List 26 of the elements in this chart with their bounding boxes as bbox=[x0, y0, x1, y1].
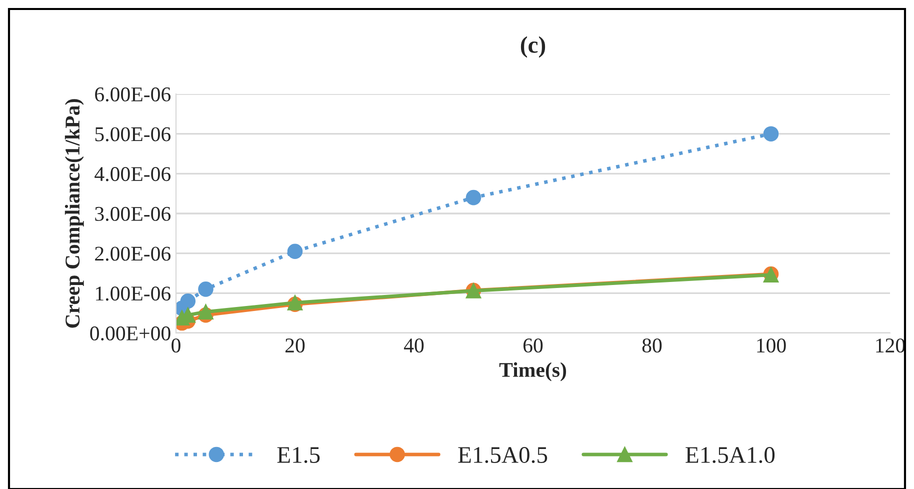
x-tick-label: 80 bbox=[642, 338, 662, 353]
y-tick-label: 4.00E-06 bbox=[94, 167, 171, 182]
x-tick-label: 20 bbox=[286, 338, 305, 353]
chart-title: (c) bbox=[520, 36, 546, 58]
point bbox=[180, 293, 196, 309]
legend-label: E1.5A1.0 bbox=[686, 447, 775, 464]
x-tick-label: 120 bbox=[876, 338, 905, 353]
x-axis-title: Time(s) bbox=[499, 362, 566, 382]
y-tick-label: 1.00E-06 bbox=[96, 286, 171, 301]
legend-label: E1.5 bbox=[277, 447, 320, 464]
y-axis-title: Creep Compliance(1/kPa) bbox=[64, 99, 84, 328]
y-tick-label: 0.00E+00 bbox=[90, 326, 170, 341]
y-tick-label: 6.00E-06 bbox=[95, 87, 171, 102]
point bbox=[287, 244, 303, 259]
y-tick-label: 3.00E-06 bbox=[95, 206, 171, 222]
x-tick-label: 40 bbox=[404, 338, 424, 353]
point bbox=[466, 190, 482, 206]
y-tick-label: 5.00E-06 bbox=[95, 127, 171, 142]
y-tick-label: 2.00E-06 bbox=[95, 246, 171, 261]
point bbox=[198, 282, 214, 297]
legend-label: E1.5A0.5 bbox=[458, 447, 548, 464]
point bbox=[198, 304, 214, 320]
x-tick-label: 100 bbox=[757, 338, 786, 353]
point bbox=[763, 126, 779, 142]
x-tick-label: 60 bbox=[523, 338, 543, 353]
x-tick-label: 0 bbox=[172, 338, 180, 353]
